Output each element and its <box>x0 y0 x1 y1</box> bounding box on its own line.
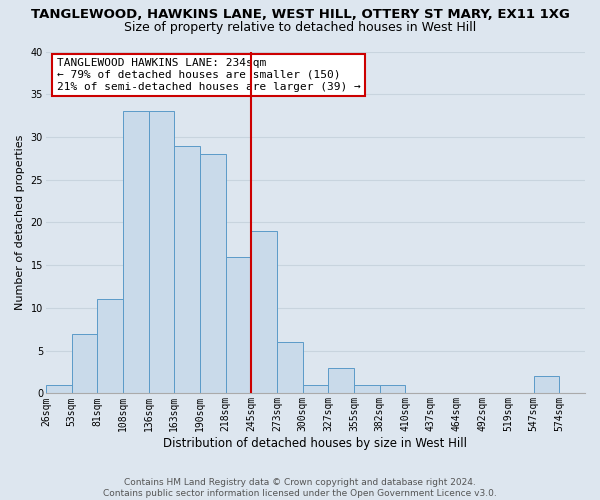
Bar <box>302 385 328 394</box>
X-axis label: Distribution of detached houses by size in West Hill: Distribution of detached houses by size … <box>163 437 467 450</box>
Bar <box>533 376 559 394</box>
Text: Size of property relative to detached houses in West Hill: Size of property relative to detached ho… <box>124 21 476 34</box>
Bar <box>149 112 174 394</box>
Bar <box>251 231 277 394</box>
Text: TANGLEWOOD HAWKINS LANE: 234sqm
← 79% of detached houses are smaller (150)
21% o: TANGLEWOOD HAWKINS LANE: 234sqm ← 79% of… <box>56 58 361 92</box>
Bar <box>97 300 123 394</box>
Bar <box>354 385 380 394</box>
Text: TANGLEWOOD, HAWKINS LANE, WEST HILL, OTTERY ST MARY, EX11 1XG: TANGLEWOOD, HAWKINS LANE, WEST HILL, OTT… <box>31 8 569 20</box>
Text: Contains HM Land Registry data © Crown copyright and database right 2024.
Contai: Contains HM Land Registry data © Crown c… <box>103 478 497 498</box>
Bar <box>277 342 302 394</box>
Bar <box>46 385 71 394</box>
Bar <box>174 146 200 394</box>
Bar <box>123 112 149 394</box>
Y-axis label: Number of detached properties: Number of detached properties <box>15 135 25 310</box>
Bar <box>200 154 226 394</box>
Bar <box>226 256 251 394</box>
Bar <box>380 385 405 394</box>
Bar <box>328 368 354 394</box>
Bar <box>71 334 97 394</box>
